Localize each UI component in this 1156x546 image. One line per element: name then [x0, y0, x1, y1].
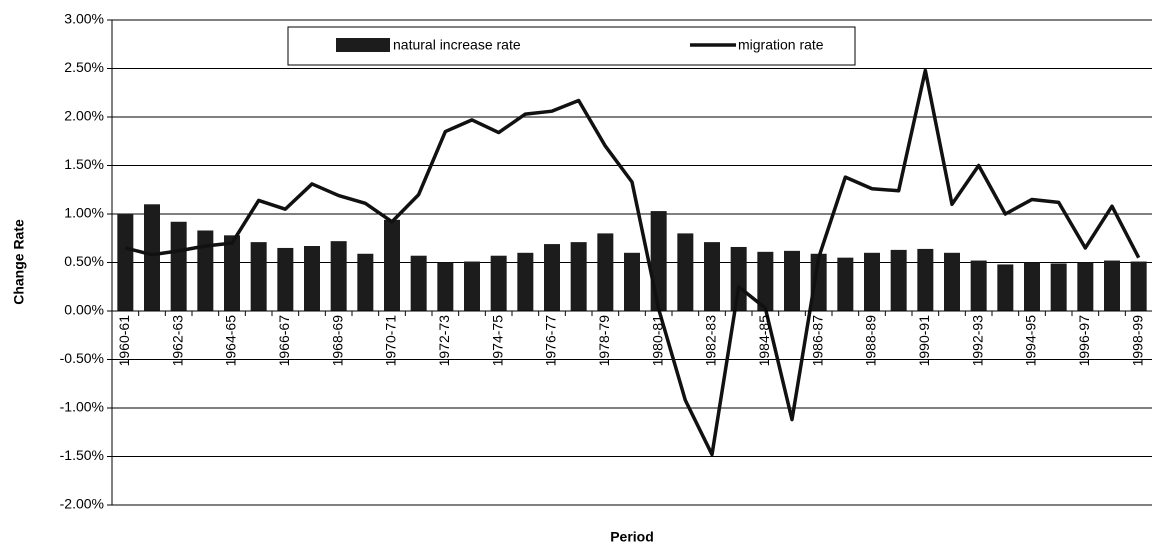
bar [410, 255, 427, 311]
bar [544, 244, 560, 311]
bar [384, 219, 400, 311]
x-tick-label: 1968-69 [329, 315, 345, 367]
x-tick-label: 1964-65 [223, 315, 239, 367]
y-tick-label: 2.00% [64, 108, 104, 124]
bar [570, 242, 587, 311]
legend-label: natural increase rate [393, 37, 521, 53]
bar [624, 252, 640, 311]
x-tick-label: 1974-75 [489, 315, 505, 367]
x-tick-label: 1960-61 [116, 315, 132, 367]
x-tick-label: 1962-63 [169, 315, 185, 367]
x-tick-label: 1978-79 [596, 315, 612, 367]
bar [784, 250, 800, 311]
bar [357, 253, 374, 311]
y-tick-label: 3.00% [64, 11, 104, 27]
y-tick-label: 1.50% [64, 156, 104, 172]
bar [757, 251, 774, 311]
bar [304, 246, 320, 311]
bar [650, 211, 667, 311]
x-tick-label: 1986-87 [809, 315, 825, 367]
bar [224, 235, 240, 311]
bar [117, 214, 134, 311]
bar [437, 262, 454, 311]
x-tick-label: 1966-67 [276, 315, 292, 367]
bar [890, 249, 907, 311]
bar [330, 241, 347, 311]
bar [730, 246, 747, 311]
bar [144, 204, 160, 311]
bar [917, 248, 934, 311]
x-tick-label: 1988-89 [863, 315, 879, 367]
x-axis-title: Period [610, 529, 654, 545]
y-tick-label: -1.50% [60, 447, 104, 463]
x-tick-label: 1992-93 [969, 315, 985, 367]
legend-label: migration rate [738, 37, 824, 53]
bar [704, 242, 720, 311]
y-tick-label: 1.00% [64, 205, 104, 221]
x-tick-label: 1998-99 [1129, 315, 1145, 367]
y-tick-label: -1.00% [60, 399, 104, 415]
bar [277, 247, 294, 311]
bar [837, 257, 854, 311]
y-axis-title: Change Rate [11, 219, 27, 305]
bar [810, 253, 827, 311]
x-tick-label: 1976-77 [543, 315, 559, 367]
x-tick-label: 1996-97 [1076, 315, 1092, 367]
bar [677, 233, 694, 311]
bar [944, 252, 960, 311]
x-tick-label: 1984-85 [756, 315, 772, 367]
bar [1130, 261, 1147, 311]
x-tick-label: 1990-91 [916, 315, 932, 367]
bar [464, 261, 480, 311]
line [124, 68, 1141, 457]
x-tick-label: 1994-95 [1023, 315, 1039, 367]
bar [170, 221, 187, 311]
y-tick-label: 2.50% [64, 59, 104, 75]
x-tick-label: 1970-71 [383, 315, 399, 367]
bar [997, 264, 1014, 311]
bar [197, 230, 214, 311]
bar [970, 260, 987, 311]
bar [597, 233, 614, 311]
bar [1024, 262, 1040, 311]
bar [1050, 263, 1067, 311]
x-tick-label: 1982-83 [703, 315, 719, 367]
bar [1077, 262, 1094, 311]
y-tick-label: -0.50% [60, 350, 104, 366]
legend-swatch [336, 38, 390, 52]
y-tick-label: -2.00% [60, 496, 104, 512]
bar [864, 252, 880, 311]
bar [250, 242, 267, 311]
y-tick-label: 0.00% [64, 302, 104, 318]
bar [517, 252, 534, 311]
x-tick-label: 1980-81 [649, 315, 665, 367]
x-tick-label: 1972-73 [436, 315, 452, 367]
bar [490, 255, 507, 311]
y-tick-label: 0.50% [64, 253, 104, 269]
bar [1104, 260, 1120, 311]
